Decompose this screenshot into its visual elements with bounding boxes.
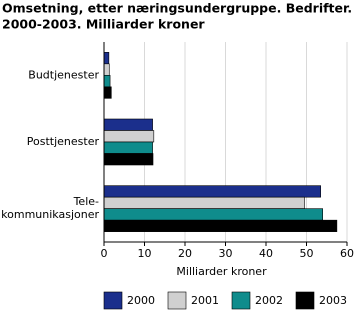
- bar: [103, 63, 110, 76]
- legend-label: 2000: [127, 294, 155, 307]
- bar: [103, 86, 112, 99]
- bar: [103, 130, 155, 143]
- x-tick-label: 20: [178, 247, 192, 260]
- bar: [103, 185, 321, 198]
- bar: [103, 196, 305, 209]
- chart-title: 2000-2003. Milliarder kroner: [2, 17, 205, 32]
- legend-swatch: [295, 291, 315, 310]
- legend-label: 2001: [191, 294, 219, 307]
- bar: [103, 75, 111, 88]
- bar: [103, 118, 153, 131]
- x-tick-label: 50: [300, 247, 314, 260]
- y-tick-label: Budtjenester: [28, 68, 99, 81]
- bar: [103, 208, 323, 221]
- bar: [103, 153, 154, 166]
- legend-swatch: [103, 291, 123, 310]
- bar: [103, 52, 110, 65]
- text-line: Tele-: [73, 195, 99, 208]
- x-tick-label: 30: [219, 247, 233, 260]
- legend-label: 2003: [319, 294, 347, 307]
- bar: [103, 141, 153, 154]
- x-tick-label: 60: [340, 247, 354, 260]
- y-tick-label: Tele-kommunikasjoner: [1, 195, 99, 221]
- x-axis-label: Milliarder kroner: [176, 265, 267, 278]
- legend-swatch: [231, 291, 251, 310]
- chart-title: Omsetning, etter næringsundergruppe. Bed…: [2, 1, 352, 16]
- text-line: kommunikasjoner: [1, 208, 99, 221]
- y-tick-label: Posttjenester: [27, 135, 100, 148]
- legend-label: 2002: [255, 294, 283, 307]
- x-tick-label: 10: [138, 247, 152, 260]
- x-tick-label: 0: [101, 247, 108, 260]
- bar: [103, 219, 338, 232]
- x-tick-label: 40: [259, 247, 273, 260]
- legend-swatch: [167, 291, 187, 310]
